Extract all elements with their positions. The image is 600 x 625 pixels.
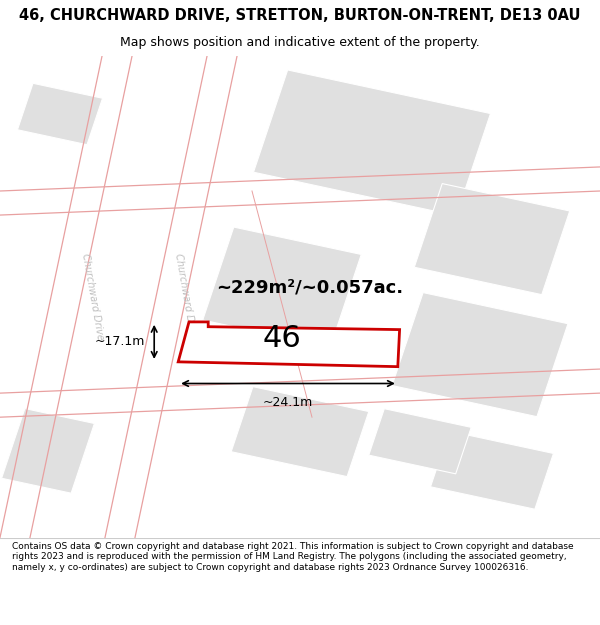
Polygon shape [431,431,553,509]
Text: 46: 46 [262,324,301,352]
Polygon shape [2,409,94,493]
Polygon shape [414,184,570,294]
Text: 46, CHURCHWARD DRIVE, STRETTON, BURTON-ON-TRENT, DE13 0AU: 46, CHURCHWARD DRIVE, STRETTON, BURTON-O… [19,8,581,23]
Polygon shape [369,409,471,474]
Text: ~229m²/~0.057ac.: ~229m²/~0.057ac. [216,278,403,296]
Polygon shape [203,227,361,348]
Polygon shape [231,387,369,477]
Text: ~24.1m: ~24.1m [263,396,313,409]
Text: Map shows position and indicative extent of the property.: Map shows position and indicative extent… [120,36,480,49]
Text: Churchward Drive: Churchward Drive [80,253,106,341]
Text: ~17.1m: ~17.1m [95,336,145,348]
Polygon shape [178,322,400,367]
Text: Churchward Drive: Churchward Drive [173,253,199,341]
Polygon shape [17,83,103,145]
Polygon shape [392,292,568,417]
Polygon shape [253,70,491,216]
Text: Contains OS data © Crown copyright and database right 2021. This information is : Contains OS data © Crown copyright and d… [12,542,574,572]
